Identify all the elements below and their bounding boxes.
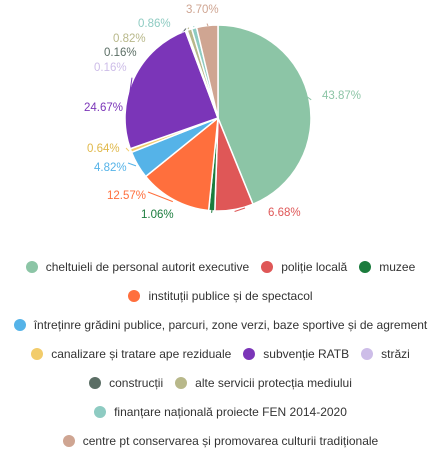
legend-row: întreținre grădini publice, parcuri, zon… xyxy=(0,310,441,339)
legend-item[interactable]: poliție locală xyxy=(261,260,347,274)
label-leader-line xyxy=(128,163,136,166)
legend-color-dot xyxy=(89,377,101,389)
legend-item[interactable]: instituții publice și de spectacol xyxy=(128,289,312,303)
legend-color-dot xyxy=(63,435,75,447)
legend-label: alte servicii protecția mediului xyxy=(195,376,352,390)
legend: cheltuieli de personal autorit executive… xyxy=(0,252,441,455)
slice-label: 1.06% xyxy=(141,209,174,221)
legend-item[interactable]: finanțare națională proiecte FEN 2014-20… xyxy=(94,405,347,419)
legend-label: instituții publice și de spectacol xyxy=(148,289,312,303)
slice-label: 3.70% xyxy=(186,4,219,16)
legend-color-dot xyxy=(14,319,26,331)
label-leader-line xyxy=(126,148,129,151)
legend-label: întreținre grădini publice, parcuri, zon… xyxy=(34,318,428,332)
legend-item[interactable]: canalizare și tratare ape reziduale xyxy=(31,347,231,361)
legend-item[interactable]: muzee xyxy=(359,260,415,274)
legend-item[interactable]: întreținre grădini publice, parcuri, zon… xyxy=(14,318,428,332)
legend-label: muzee xyxy=(379,260,415,274)
legend-item[interactable]: construcții xyxy=(89,376,163,390)
legend-label: finanțare națională proiecte FEN 2014-20… xyxy=(114,405,347,419)
legend-row: canalizare și tratare ape reziduale subve… xyxy=(0,339,441,368)
slice-label: 43.87% xyxy=(322,90,361,102)
legend-label: străzi xyxy=(381,347,410,361)
pie-chart: 43.87% 6.68% 1.06% 12.57% 4.82% 0.64% 24.67% 0.… xyxy=(0,0,441,240)
legend-label: subvenție RATB xyxy=(263,347,349,361)
slice-label: 0.82% xyxy=(113,33,146,45)
legend-label: construcții xyxy=(109,376,163,390)
legend-item[interactable]: centre pt conservarea și promovarea cult… xyxy=(63,434,378,448)
legend-color-dot xyxy=(31,348,43,360)
legend-label: cheltuieli de personal autorit executive xyxy=(46,260,249,274)
slice-label: 0.16% xyxy=(104,47,137,59)
legend-row: construcții alte servicii protecția mediu… xyxy=(0,368,441,397)
legend-color-dot xyxy=(261,261,273,273)
legend-color-dot xyxy=(128,290,140,302)
legend-item[interactable]: cheltuieli de personal autorit executive xyxy=(26,260,249,274)
slice-label: 6.68% xyxy=(268,207,301,219)
slice-label: 0.16% xyxy=(94,62,127,74)
legend-item[interactable]: străzi xyxy=(361,347,410,361)
label-leader-line xyxy=(188,28,189,29)
legend-row: instituții publice și de spectacol xyxy=(0,281,441,310)
legend-label: canalizare și tratare ape reziduale xyxy=(51,347,231,361)
legend-label: centre pt conservarea și promovarea cult… xyxy=(83,434,378,448)
legend-color-dot xyxy=(94,406,106,418)
slice-label: 24.67% xyxy=(84,102,123,114)
slice-label: 0.64% xyxy=(87,143,120,155)
legend-row: cheltuieli de personal autorit executive… xyxy=(0,252,441,281)
slice-label: 0.86% xyxy=(138,18,171,30)
legend-color-dot xyxy=(26,261,38,273)
legend-color-dot xyxy=(175,377,187,389)
legend-item[interactable]: alte servicii protecția mediului xyxy=(175,376,352,390)
legend-item[interactable]: subvenție RATB xyxy=(243,347,349,361)
legend-row: centre pt conservarea și promovarea cult… xyxy=(0,426,441,455)
slice-label: 4.82% xyxy=(94,162,127,174)
legend-color-dot xyxy=(359,261,371,273)
legend-label: poliție locală xyxy=(281,260,347,274)
legend-color-dot xyxy=(361,348,373,360)
legend-color-dot xyxy=(243,348,255,360)
slice-label: 12.57% xyxy=(107,190,146,202)
legend-row: finanțare națională proiecte FEN 2014-20… xyxy=(0,397,441,426)
